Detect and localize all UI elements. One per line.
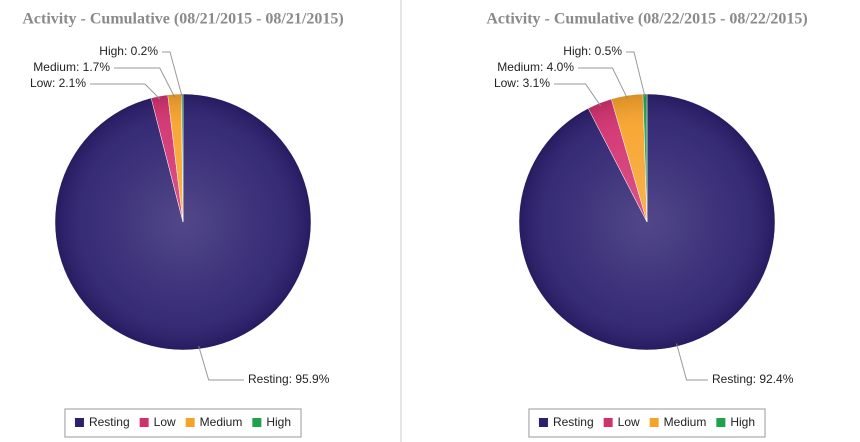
legend-swatch xyxy=(538,418,548,427)
legend: Resting Low Medium High xyxy=(528,408,766,438)
leader-line xyxy=(554,83,602,107)
data-label: High: 0.2% xyxy=(99,44,158,58)
data-label: Low: 2.1% xyxy=(30,76,86,90)
leader-line xyxy=(676,343,708,381)
legend-label: Low xyxy=(154,415,176,429)
legend-label: High xyxy=(266,415,291,429)
data-label: High: 0.5% xyxy=(563,44,622,58)
legend-label: Resting xyxy=(553,415,594,429)
legend: Resting Low Medium High xyxy=(64,408,302,438)
legend-box xyxy=(528,408,766,438)
legend-label: Resting xyxy=(89,415,130,429)
legend-label: High xyxy=(730,415,755,429)
leader-line xyxy=(626,51,646,98)
legend-label: Low xyxy=(618,415,640,429)
leader-line xyxy=(198,345,244,381)
legend-swatch xyxy=(74,418,84,427)
legend-label: Medium xyxy=(664,415,707,429)
legend-swatch xyxy=(185,418,195,427)
legend-box xyxy=(64,408,302,438)
data-label: Resting: 92.4% xyxy=(712,372,794,386)
data-label: Resting: 95.9% xyxy=(248,372,330,386)
legend-swatch xyxy=(252,418,262,427)
data-label: Low: 3.1% xyxy=(494,76,550,90)
data-label: Medium: 4.0% xyxy=(497,60,574,74)
legend-label: Medium xyxy=(200,415,243,429)
chart-title: Activity - Cumulative (08/22/2015 - 08/2… xyxy=(486,11,807,28)
leader-line xyxy=(162,51,183,98)
chart-title: Activity - Cumulative (08/21/2015 - 08/2… xyxy=(22,11,343,28)
leader-line xyxy=(114,67,176,98)
legend-swatch xyxy=(603,418,613,427)
data-label: Medium: 1.7% xyxy=(33,60,110,74)
legend-swatch xyxy=(139,418,149,427)
leader-line xyxy=(578,67,628,99)
leader-line xyxy=(90,83,161,100)
legend-swatch xyxy=(649,418,659,427)
legend-swatch xyxy=(716,418,726,427)
